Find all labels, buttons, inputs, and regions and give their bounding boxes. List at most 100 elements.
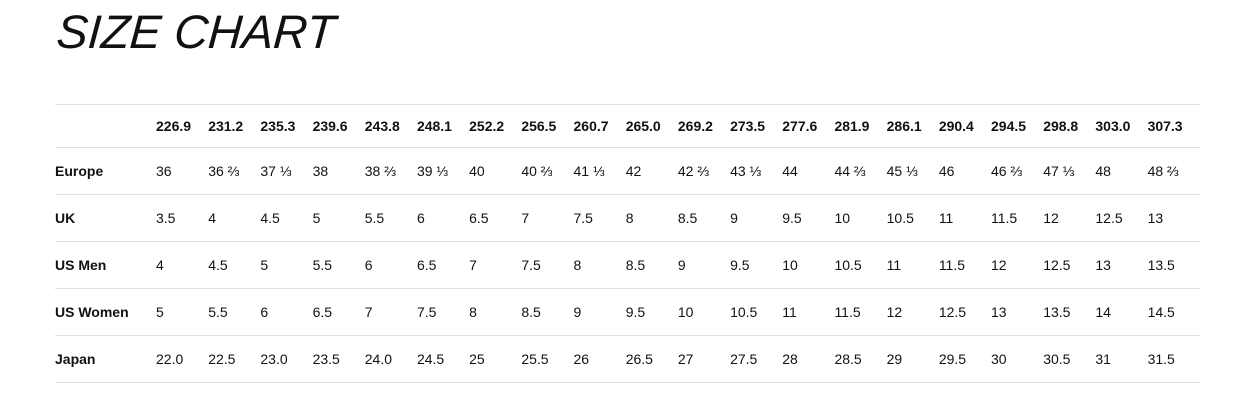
size-value-cell: 29.5 [938,335,991,383]
size-row-us-men: US Men 4 4.5 5 5.5 6 6.5 7 7.5 8 8.5 9 9.5 10 10.5 11 11… [55,241,1200,289]
size-value-cell: 46 [938,147,991,195]
size-value-cell: 10.5 [730,288,783,336]
row-label: US Men [55,241,156,289]
size-value-cell: 11 [782,288,835,336]
measurement-header-cell: 277.6 [782,103,835,148]
measurement-header-cell: 248.1 [416,103,470,148]
measurement-header-cell: 307.3 [1147,103,1200,148]
size-value-cell: 28.5 [834,335,887,383]
size-value-cell: 40 ⅔ [521,147,574,195]
size-value-cell: 12 [886,288,939,336]
size-value-cell: 8.5 [625,241,678,289]
size-value-cell: 9 [677,241,731,289]
size-row-japan: Japan 22.0 22.5 23.0 23.5 24.0 24.5 25 25.5 26 26.… [55,335,1200,383]
size-value-cell: 27.5 [730,335,783,383]
measurement-header-cell: 290.4 [938,103,991,148]
size-value-cell: 5 [156,288,209,336]
size-value-cell: 14.5 [1147,288,1200,336]
measurement-header-cell: 286.1 [886,103,939,148]
size-value-cell: 30 [991,335,1044,383]
size-value-cell: 22.0 [156,335,209,383]
size-value-cell: 31 [1095,335,1148,383]
size-chart-page: SIZE CHART 226.9 231.2 235.3 239.6 243.8 248.… [54,5,1200,383]
size-chart-header: 226.9 231.2 235.3 239.6 243.8 248.1 252.2 256.5… [55,103,1200,148]
size-value-cell: 7 [364,288,417,336]
size-value-cell: 48 ⅔ [1147,147,1200,195]
size-value-cell: 11.5 [991,194,1044,242]
measurement-header-cell: 269.2 [677,103,731,148]
size-value-cell: 11 [886,241,939,289]
size-chart-body: Europe 36 36 ⅔ 37 ⅓ 38 38 ⅔ 39 ⅓ 40 40 ⅔ 41 ⅓ 42 42… [55,147,1200,383]
size-value-cell: 4 [208,194,261,242]
size-value-cell: 4.5 [208,241,261,289]
measurement-header-cell: 252.2 [469,103,522,148]
size-value-cell: 46 ⅔ [991,147,1044,195]
size-value-cell: 9 [730,194,783,242]
size-value-cell: 36 [156,147,209,195]
page-title: SIZE CHART [54,5,338,58]
size-value-cell: 6 [364,241,417,289]
size-value-cell: 8 [573,241,626,289]
measurement-header-cell: 239.6 [312,103,365,148]
measurement-header-cell: 256.5 [521,103,574,148]
size-value-cell: 5 [312,194,365,242]
corner-cell [55,103,156,148]
size-value-cell: 8.5 [521,288,574,336]
size-value-cell: 24.0 [364,335,417,383]
size-value-cell: 43 ⅓ [730,147,783,195]
size-value-cell: 8 [469,288,522,336]
size-value-cell: 38 ⅔ [364,147,417,195]
size-value-cell: 6.5 [416,241,470,289]
size-value-cell: 7 [469,241,522,289]
size-value-cell: 25.5 [521,335,574,383]
size-value-cell: 23.0 [260,335,313,383]
measurement-header-cell: 231.2 [208,103,261,148]
row-label: US Women [55,288,156,336]
size-value-cell: 8.5 [677,194,731,242]
row-label: UK [55,194,156,242]
size-value-cell: 30.5 [1043,335,1096,383]
size-value-cell: 36 ⅔ [208,147,261,195]
size-value-cell: 5.5 [208,288,261,336]
measurement-header-cell: 281.9 [834,103,887,148]
size-row-europe: Europe 36 36 ⅔ 37 ⅓ 38 38 ⅔ 39 ⅓ 40 40 ⅔ 41 ⅓ 42 42… [55,147,1200,195]
measurement-header-cell: 265.0 [625,103,678,148]
size-value-cell: 9.5 [782,194,835,242]
size-value-cell: 11.5 [834,288,887,336]
size-value-cell: 13 [1147,194,1200,242]
size-value-cell: 23.5 [312,335,365,383]
size-value-cell: 7.5 [521,241,574,289]
size-value-cell: 22.5 [208,335,261,383]
measurement-header-cell: 273.5 [730,103,783,148]
size-value-cell: 4 [156,241,209,289]
size-value-cell: 5.5 [312,241,365,289]
size-value-cell: 28 [782,335,835,383]
size-value-cell: 47 ⅓ [1043,147,1096,195]
size-value-cell: 13.5 [1043,288,1096,336]
size-chart-table: 226.9 231.2 235.3 239.6 243.8 248.1 252.2 256.5… [55,103,1200,383]
size-value-cell: 10 [782,241,835,289]
size-value-cell: 26.5 [625,335,678,383]
size-value-cell: 3.5 [156,194,209,242]
size-value-cell: 4.5 [260,194,313,242]
measurement-header-cell: 303.0 [1095,103,1148,148]
size-value-cell: 13 [1095,241,1148,289]
measurement-header-cell: 260.7 [573,103,626,148]
size-row-us-women: US Women 5 5.5 6 6.5 7 7.5 8 8.5 9 9.5 10 10.5 11 11.5… [55,288,1200,336]
size-value-cell: 13.5 [1147,241,1200,289]
row-label: Japan [55,335,156,383]
size-value-cell: 13 [991,288,1044,336]
size-value-cell: 12.5 [1095,194,1148,242]
size-value-cell: 9.5 [625,288,678,336]
size-value-cell: 12 [991,241,1044,289]
size-value-cell: 44 ⅔ [834,147,887,195]
measurement-header-cell: 294.5 [991,103,1044,148]
size-value-cell: 10 [677,288,731,336]
size-value-cell: 12.5 [938,288,991,336]
measurement-header-cell: 243.8 [364,103,417,148]
size-value-cell: 42 ⅔ [677,147,731,195]
size-value-cell: 42 [625,147,678,195]
measurement-header-cell: 226.9 [156,103,209,148]
size-value-cell: 6.5 [469,194,522,242]
size-value-cell: 11.5 [938,241,991,289]
